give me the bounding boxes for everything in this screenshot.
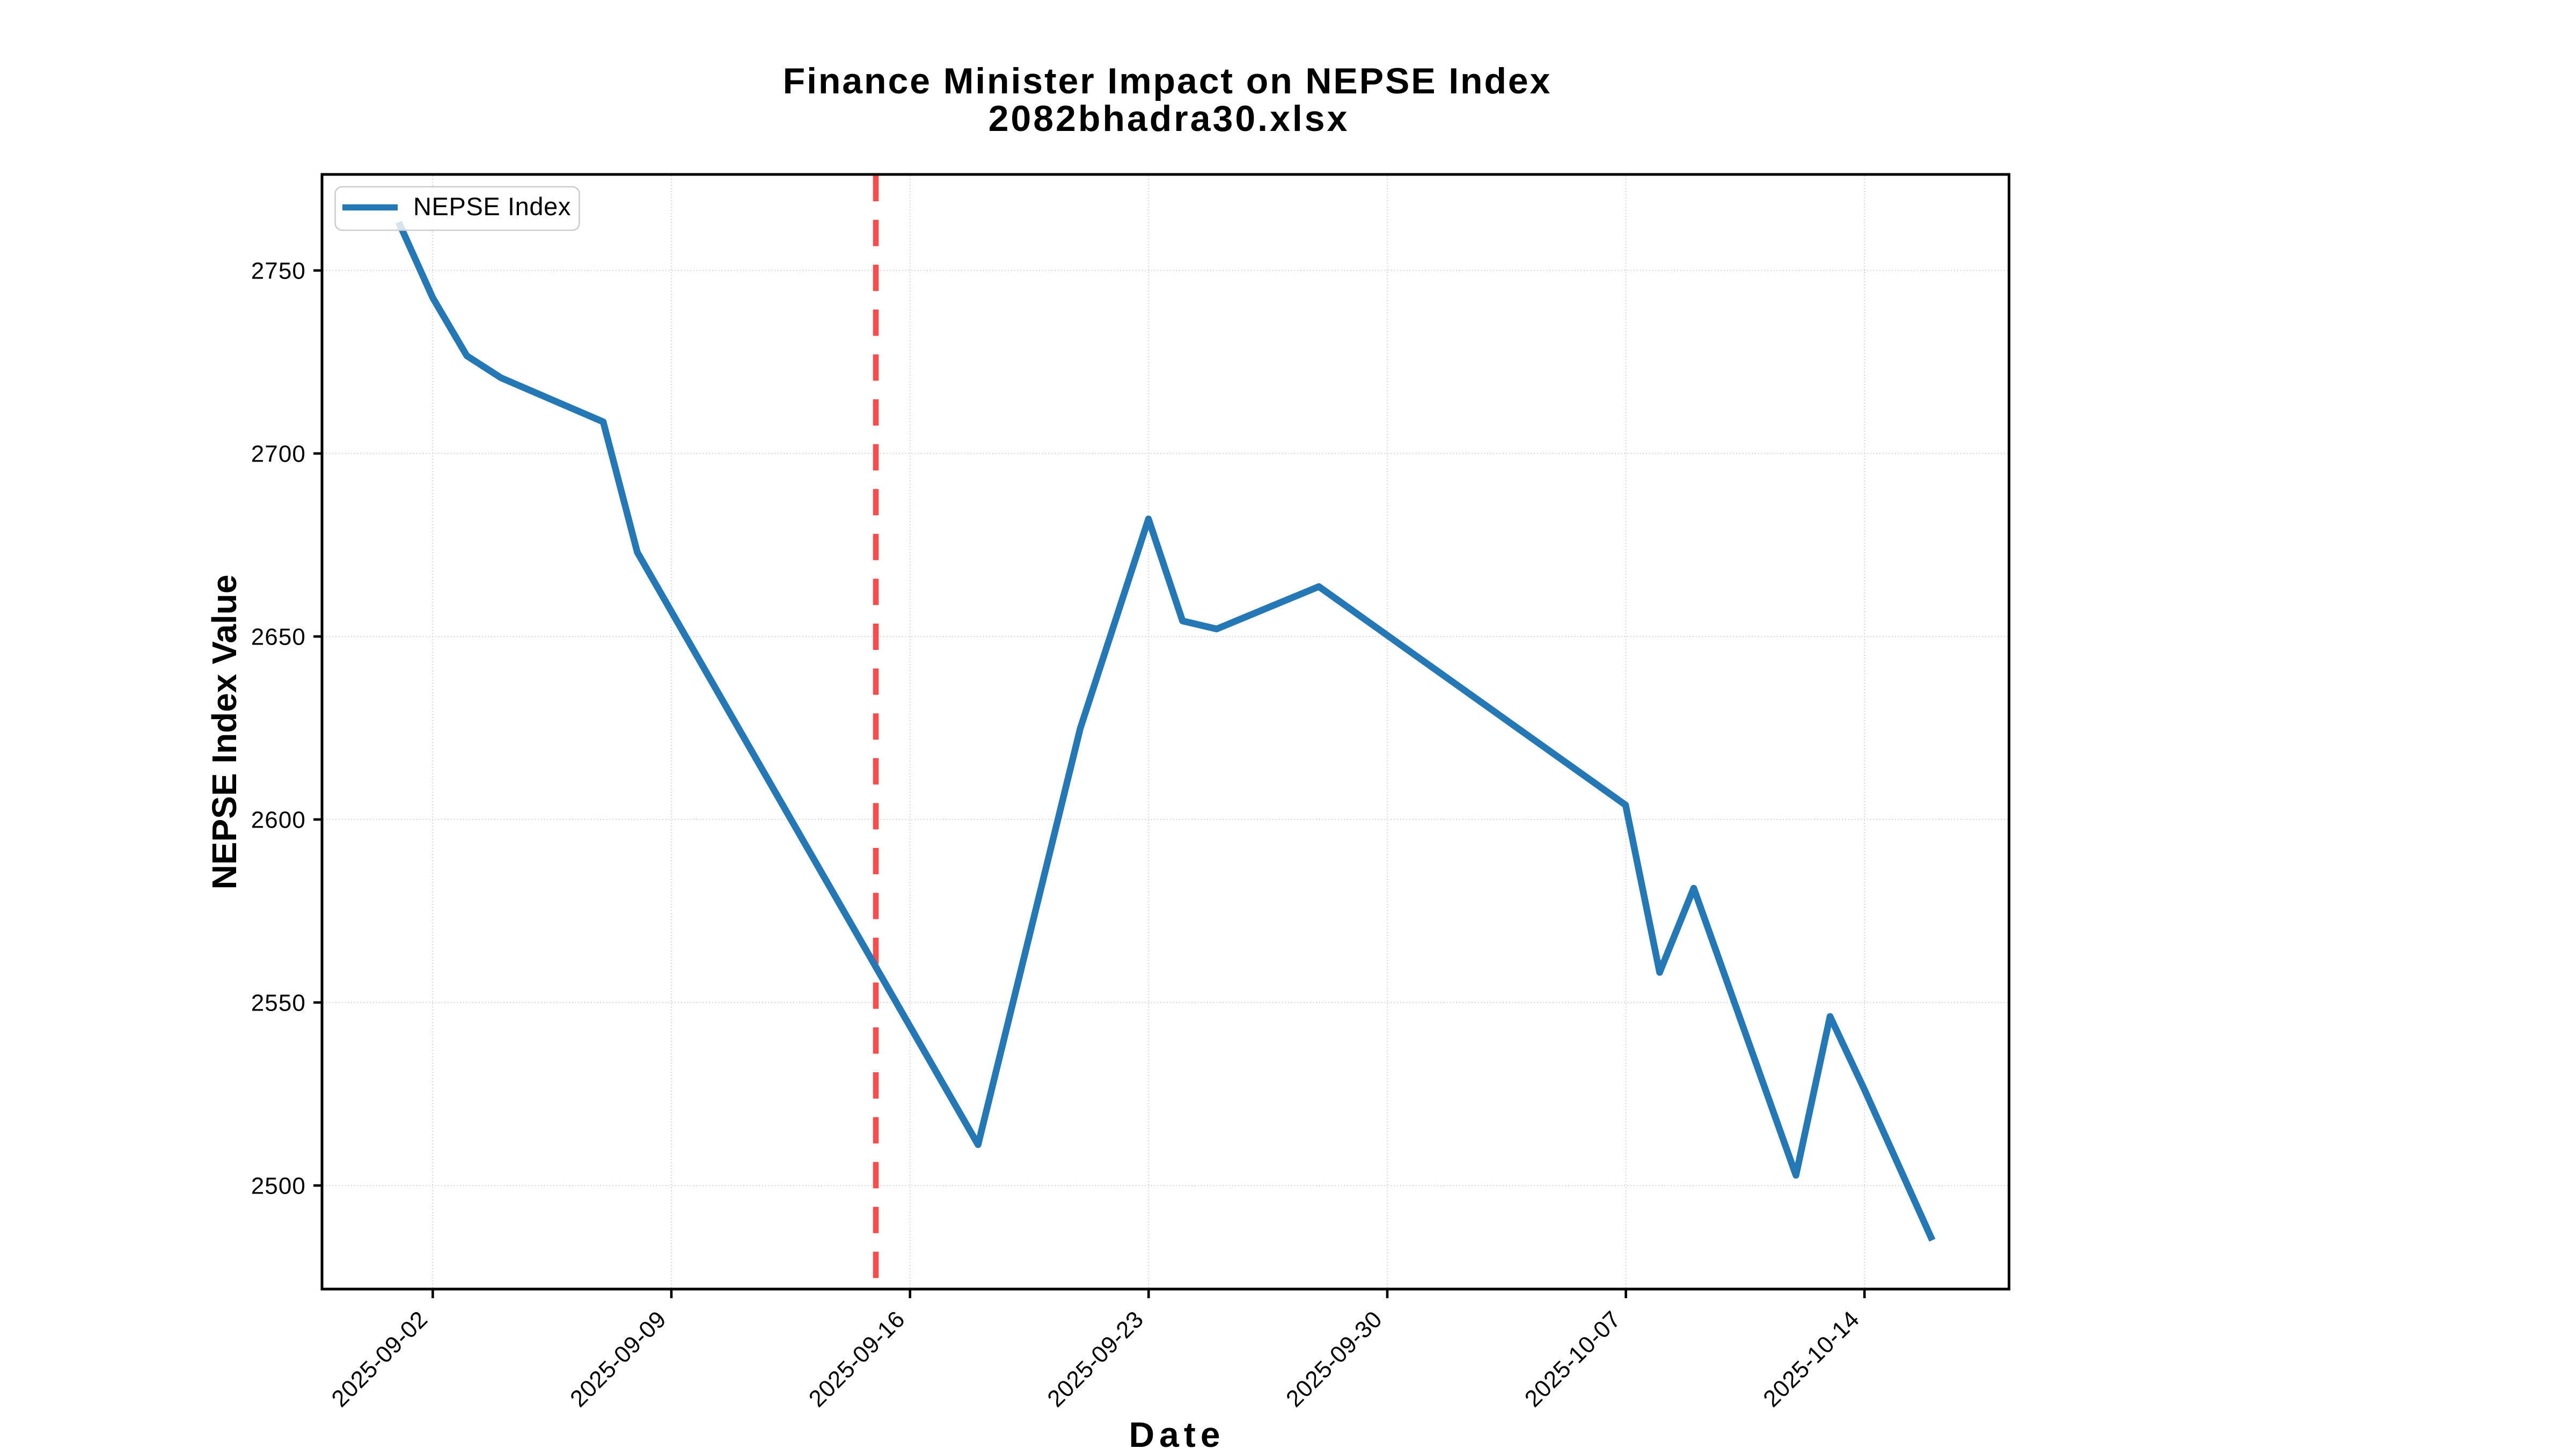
svg-text:2750: 2750: [251, 258, 306, 284]
svg-text:Date: Date: [1129, 1415, 1225, 1449]
svg-text:NEPSE Index: NEPSE Index: [413, 192, 571, 221]
svg-text:2600: 2600: [251, 807, 306, 833]
svg-text:NEPSE Index Value: NEPSE Index Value: [205, 575, 244, 890]
svg-text:2500: 2500: [251, 1173, 306, 1199]
svg-text:2550: 2550: [251, 990, 306, 1016]
svg-text:2700: 2700: [251, 441, 306, 467]
svg-text:2082bhadra30.xlsx: 2082bhadra30.xlsx: [989, 98, 1350, 139]
svg-text:Finance Minister Impact on NEP: Finance Minister Impact on NEPSE Index: [783, 61, 1552, 101]
svg-text:2650: 2650: [251, 624, 306, 650]
